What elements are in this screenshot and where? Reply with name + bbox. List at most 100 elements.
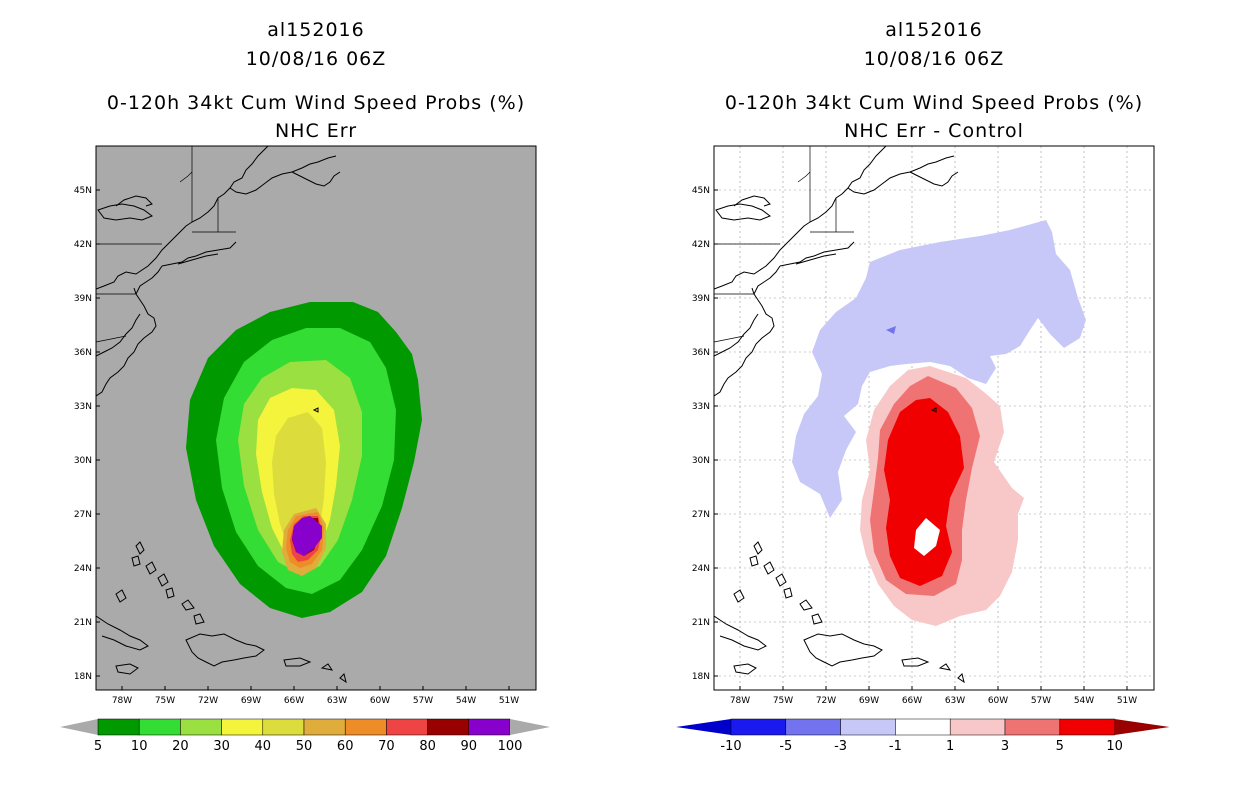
lon-label: 57W <box>1031 696 1051 706</box>
colorbar-label: 20 <box>172 739 189 754</box>
lon-label: 54W <box>456 696 476 706</box>
lat-label: 30N <box>74 456 92 466</box>
colorbar-swatch <box>730 718 787 736</box>
colorbar-swatch <box>344 718 387 736</box>
diff-contour-zero-core <box>914 518 940 556</box>
lat-label: 24N <box>74 564 92 574</box>
lon-label: 60W <box>370 696 390 706</box>
colorbar-label: 80 <box>419 739 436 754</box>
colorbar-swatch <box>97 718 140 736</box>
colorbar-swatch <box>1004 718 1061 736</box>
colorbar-label: 100 <box>498 739 523 754</box>
colorbar-right-arrow <box>510 719 550 735</box>
colorbar-left-arrow <box>60 719 98 735</box>
colorbar-label: 60 <box>337 739 354 754</box>
right-subtitle: NHC Err - Control <box>844 120 1024 142</box>
lat-label: 21N <box>74 618 92 628</box>
right-axis-labels: 45N 42N 39N 36N 33N 30N 27N 24N 21N 18N 78W 75W 72W 6… <box>692 186 1137 706</box>
lon-label: 69W <box>859 696 879 706</box>
lat-label: 45N <box>692 186 710 196</box>
lon-label: 66W <box>284 696 304 706</box>
colorbar-label: 90 <box>461 739 478 754</box>
colorbar-swatch <box>840 718 896 736</box>
colorbar-label: -10 <box>720 739 741 754</box>
right-storm-id: al152016 <box>885 19 983 41</box>
lat-label: 39N <box>692 294 710 304</box>
right-map-frame <box>713 145 1155 691</box>
lat-label: 36N <box>692 348 710 358</box>
colorbar-label: -3 <box>834 739 847 754</box>
colorbar-left-arrow <box>676 719 731 735</box>
colorbar-label: 1 <box>946 739 954 754</box>
lon-label: 72W <box>198 696 218 706</box>
lat-label: 39N <box>74 294 92 304</box>
diff-contour-neg1 <box>792 220 1086 518</box>
lat-label: 27N <box>74 510 92 520</box>
lon-label: 54W <box>1074 696 1094 706</box>
colorbar-swatch <box>221 718 264 736</box>
diff-contour-pos5 <box>884 398 964 586</box>
colorbar-swatch <box>1059 718 1115 736</box>
lon-label: 78W <box>112 696 132 706</box>
lat-label: 27N <box>692 510 710 520</box>
colorbar-swatch <box>386 718 428 736</box>
colorbar-label: 40 <box>255 739 272 754</box>
colorbar-label: 3 <box>1001 739 1009 754</box>
lon-label: 75W <box>155 696 175 706</box>
lat-label: 36N <box>74 348 92 358</box>
left-map-frame <box>95 145 537 691</box>
lat-label: 18N <box>74 672 92 682</box>
diff-contour-neg3 <box>886 326 896 334</box>
left-datetime: 10/08/16 06Z <box>245 48 387 70</box>
lat-label: 33N <box>74 402 92 412</box>
colorbar-label: 5 <box>1056 739 1064 754</box>
colorbar-label: -5 <box>779 739 792 754</box>
colorbar-swatch <box>427 718 470 736</box>
colorbar-label: 50 <box>296 739 313 754</box>
colorbar-swatch <box>138 718 181 736</box>
right-product-title: 0-120h 34kt Cum Wind Speed Probs (%) <box>724 92 1144 114</box>
lon-label: 75W <box>773 696 793 706</box>
colorbar-label: 5 <box>94 739 102 754</box>
lon-label: 66W <box>902 696 922 706</box>
left-subtitle: NHC Err <box>274 120 358 142</box>
right-colorbar: -10 -5 -3 -1 1 3 5 10 <box>676 718 1170 754</box>
left-map <box>96 146 536 690</box>
colorbar-label: 10 <box>1106 739 1123 754</box>
left-product-title: 0-120h 34kt Cum Wind Speed Probs (%) <box>106 92 526 114</box>
lat-label: 18N <box>692 672 710 682</box>
left-storm-id: al152016 <box>267 19 365 41</box>
colorbar-label: -1 <box>889 739 902 754</box>
lat-label: 21N <box>692 618 710 628</box>
left-axis-labels: 45N 42N 39N 36N 33N 30N 27N 24N 21N 18N 78W 75W 72W 6… <box>74 186 519 706</box>
colorbar-label: 30 <box>213 739 230 754</box>
lon-label: 51W <box>499 696 519 706</box>
lat-label: 42N <box>74 240 92 250</box>
colorbar-swatch <box>949 718 1006 736</box>
lon-label: 63W <box>327 696 347 706</box>
colorbar-swatch <box>180 718 222 736</box>
colorbar-right-arrow <box>1114 719 1170 735</box>
lon-label: 72W <box>816 696 836 706</box>
colorbar-label: 70 <box>378 739 395 754</box>
colorbar-label: 10 <box>131 739 148 754</box>
lon-label: 57W <box>413 696 433 706</box>
colorbar-swatch <box>468 718 511 736</box>
right-datetime: 10/08/16 06Z <box>863 48 1005 70</box>
colorbar-swatch <box>895 718 951 736</box>
left-colorbar: 5 10 20 30 40 50 60 70 80 90 100 <box>60 718 550 754</box>
lat-label: 45N <box>74 186 92 196</box>
colorbar-swatch <box>262 718 305 736</box>
lon-label: 69W <box>241 696 261 706</box>
lon-label: 60W <box>988 696 1008 706</box>
lon-label: 78W <box>730 696 750 706</box>
lat-label: 24N <box>692 564 710 574</box>
prob-contour-90 <box>292 516 322 556</box>
lat-label: 33N <box>692 402 710 412</box>
right-map <box>714 146 1154 690</box>
colorbar-swatch <box>303 718 346 736</box>
lon-label: 51W <box>1117 696 1137 706</box>
colorbar-swatch <box>785 718 841 736</box>
lat-label: 30N <box>692 456 710 466</box>
